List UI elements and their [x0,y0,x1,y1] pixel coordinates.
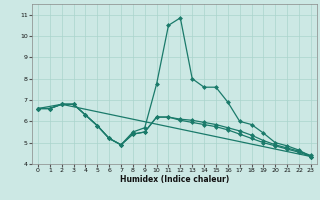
X-axis label: Humidex (Indice chaleur): Humidex (Indice chaleur) [120,175,229,184]
